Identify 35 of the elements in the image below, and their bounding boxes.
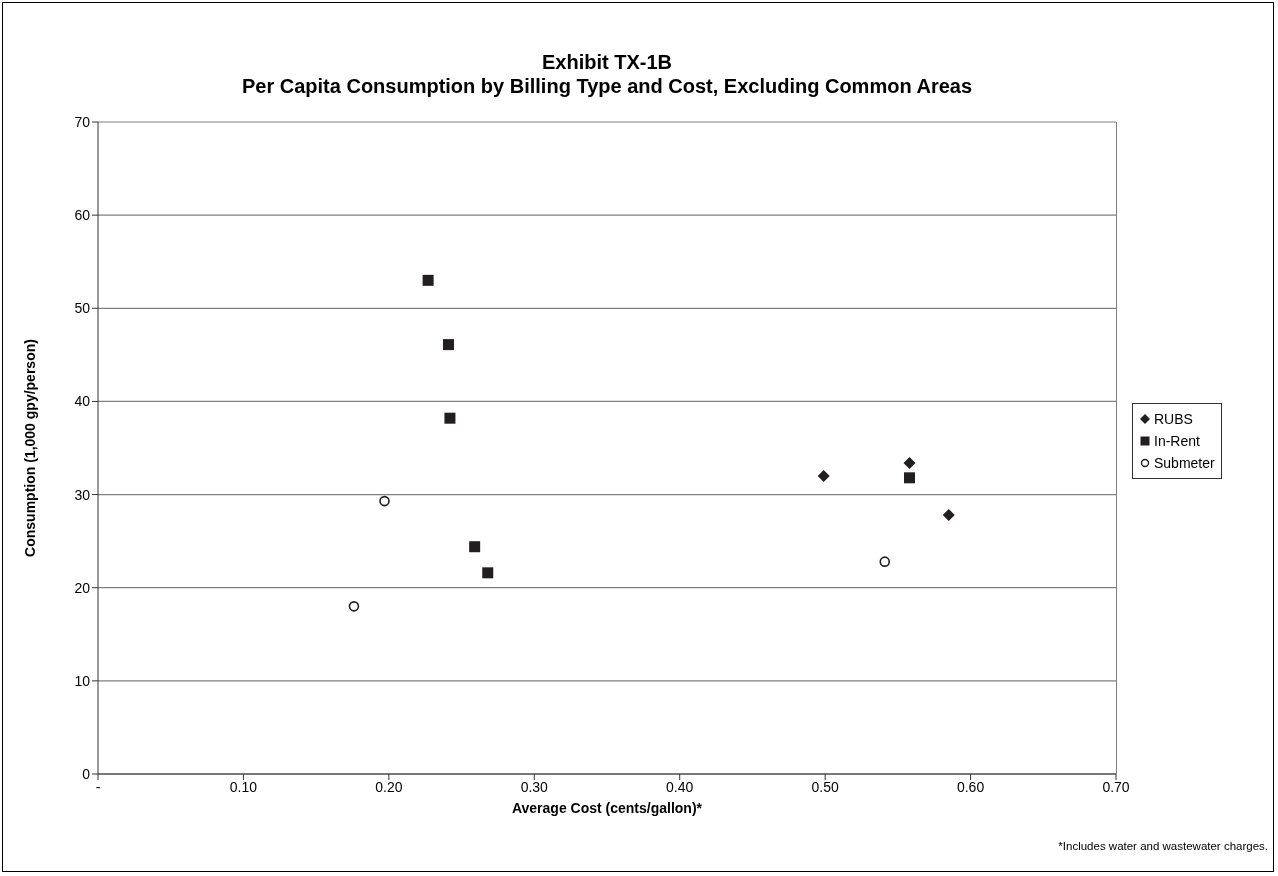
x-tick-label: 0.10	[229, 778, 258, 795]
point	[469, 541, 481, 553]
legend-label: Submeter	[1154, 454, 1215, 473]
point	[942, 509, 955, 522]
x-tick-label: 0.30	[520, 778, 549, 795]
point	[422, 274, 434, 286]
x-tick-label: 0.40	[666, 778, 694, 795]
y-tick-label: 0	[82, 765, 91, 782]
point	[442, 339, 454, 351]
x-tick-label: -	[95, 778, 101, 795]
x-tick-label: 0.20	[375, 778, 403, 795]
point	[903, 456, 916, 469]
x-tick-label: 0.60	[956, 778, 985, 795]
x-tick-label: 0.50	[811, 778, 839, 795]
point	[482, 567, 494, 579]
legend-label: In-Rent	[1154, 432, 1200, 451]
x-tick-label: 0.70	[1102, 778, 1130, 795]
chart-title: Exhibit TX-1B Per Capita Consumption by Billing Type and Cost, Excluding Common Areas	[240, 50, 974, 98]
point	[879, 556, 891, 567]
y-tick-label: 60	[74, 207, 91, 224]
legend-label: RUBS	[1154, 410, 1193, 429]
point	[444, 412, 456, 424]
y-tick-label: 40	[74, 393, 91, 410]
x-axis-title: Average Cost (cents/gallon)*	[510, 800, 704, 816]
point	[903, 472, 915, 484]
text: *Includes water and wastewater charges.	[1058, 840, 1268, 852]
y-tick-label: 70	[74, 113, 91, 130]
y-tick-label: 50	[74, 300, 91, 317]
y-tick-label: 20	[74, 579, 91, 596]
point	[379, 495, 390, 507]
point	[817, 469, 830, 482]
y-tick-label: 30	[74, 486, 91, 503]
y-tick-label: 10	[74, 672, 91, 689]
y-axis-title: Consumption (1,000 gpy/person)	[21, 338, 39, 559]
point	[348, 601, 360, 612]
